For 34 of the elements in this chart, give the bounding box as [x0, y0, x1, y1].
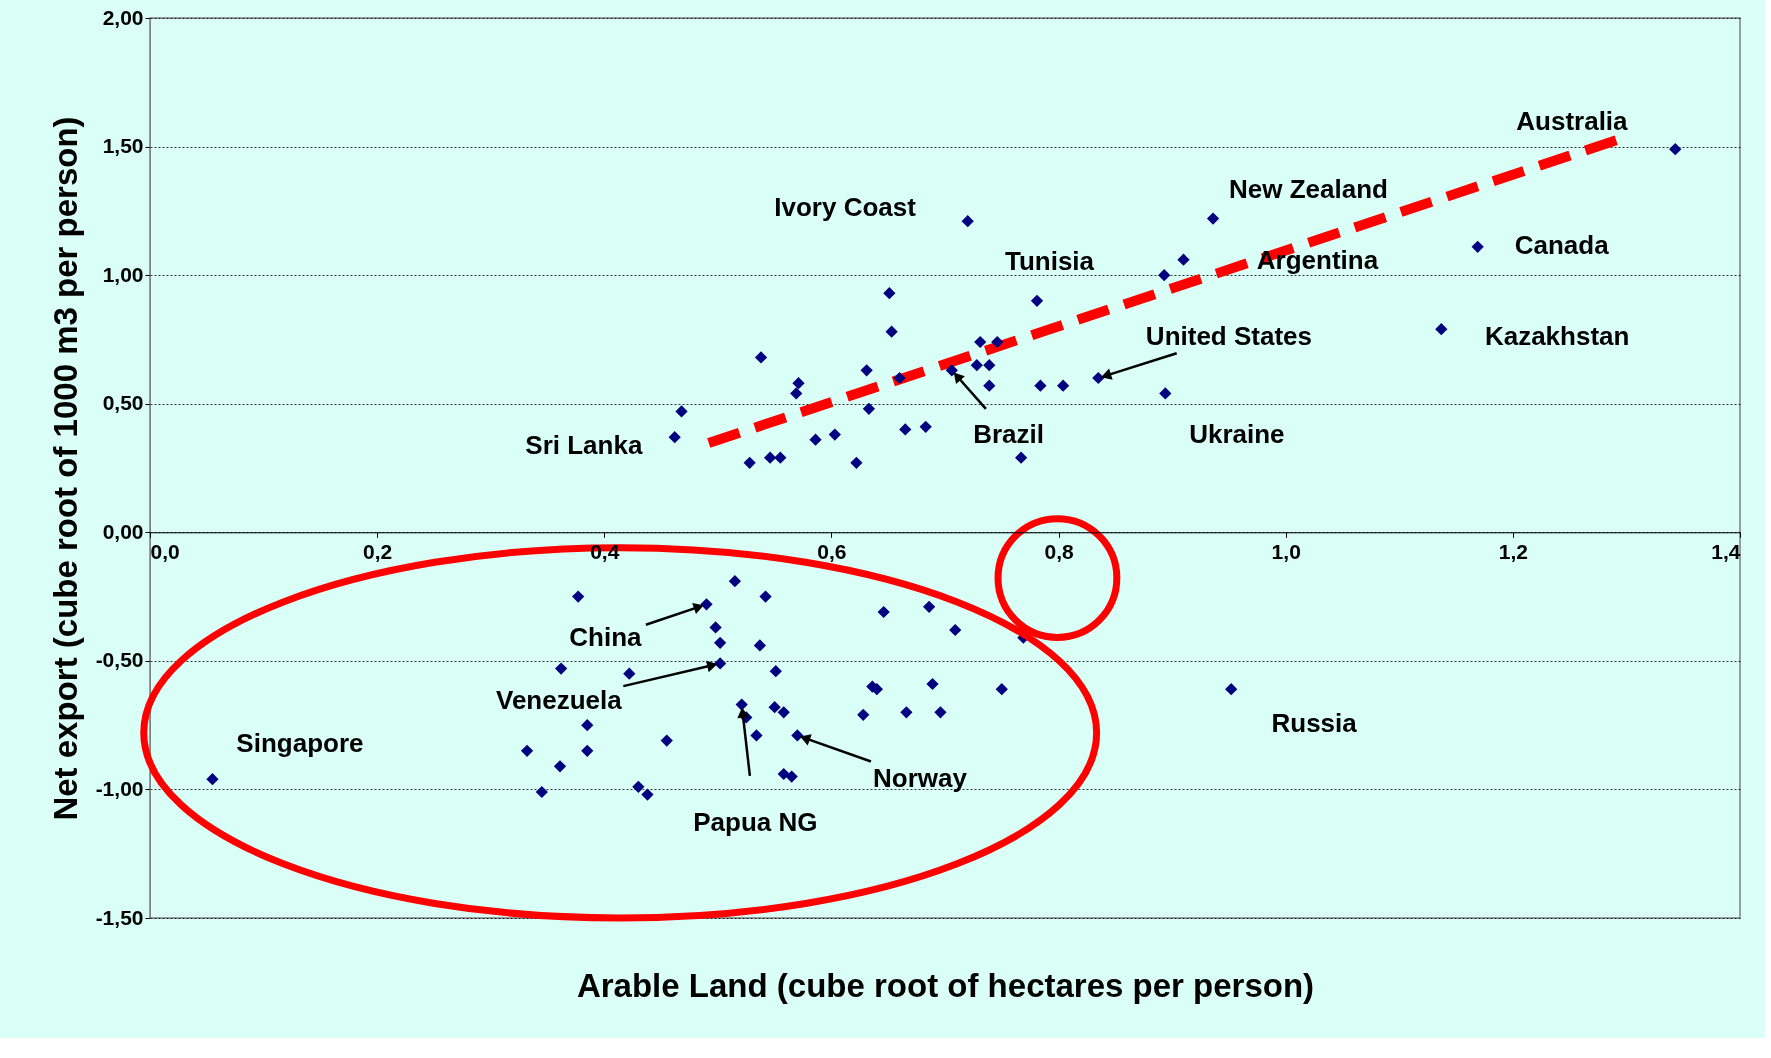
- annotation: China: [569, 622, 643, 653]
- annotation: Tunisia: [1004, 246, 1095, 277]
- annotation: Australia: [1516, 106, 1629, 137]
- annotation: Ivory Coast: [774, 192, 917, 223]
- annotation: Ukraine: [1189, 418, 1285, 449]
- y-axis-title: Net export (cube root of 1000 m3 per person): [46, 116, 84, 821]
- annotation: Brazil: [973, 418, 1045, 449]
- x-tick-label: 1,2: [1498, 539, 1528, 563]
- annotation: Sri Lanka: [525, 430, 643, 461]
- y-tick-label: 0,50: [102, 391, 144, 415]
- annotation: Canada: [1514, 229, 1610, 260]
- x-axis-title: Arable Land (cube root of hectares per person): [576, 966, 1315, 1004]
- annotation: Kazakhstan: [1484, 320, 1630, 351]
- y-tick-label: 2,00: [102, 5, 144, 29]
- y-tick-label: -1,50: [95, 905, 144, 929]
- x-tick-label: 0,2: [363, 539, 393, 563]
- x-tick-label: 0,6: [817, 539, 847, 563]
- annotation: Venezuela: [495, 685, 623, 716]
- annotation: Argentina: [1256, 245, 1379, 275]
- y-tick-label: -1,00: [95, 776, 144, 800]
- y-tick-label: -0,50: [95, 648, 144, 672]
- y-tick-label: 1,50: [102, 134, 144, 158]
- x-tick-label: 1,4: [1711, 539, 1741, 563]
- annotation: Norway: [873, 762, 968, 793]
- x-tick-label: 0,8: [1044, 539, 1074, 563]
- annotation: Singapore: [236, 727, 364, 758]
- y-tick-label: 0,00: [102, 519, 144, 543]
- annotation: United States: [1145, 320, 1313, 351]
- y-tick-label: 1,00: [102, 262, 144, 286]
- annotation: Papua NG: [693, 807, 818, 838]
- annotation: Russia: [1271, 707, 1358, 738]
- annotation: New Zealand: [1228, 174, 1388, 205]
- x-tick-label: 0,0: [150, 539, 180, 563]
- x-tick-label: 1,0: [1271, 539, 1301, 563]
